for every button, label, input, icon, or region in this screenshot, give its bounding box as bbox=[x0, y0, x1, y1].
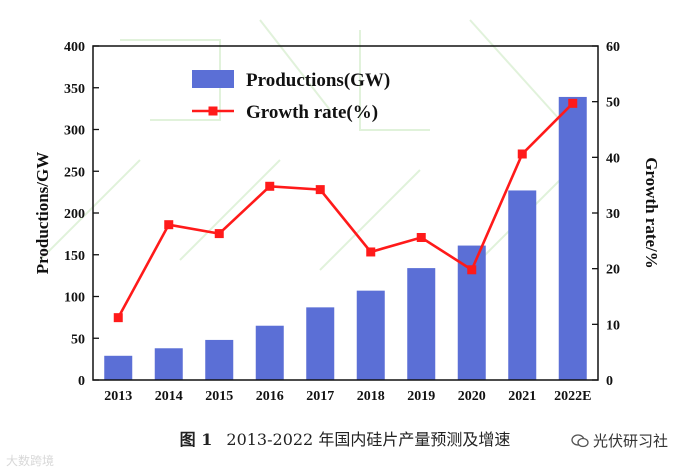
source-name: 光伏研习社 bbox=[592, 432, 668, 450]
bar-2019 bbox=[407, 268, 436, 380]
x-tick-label-2022E: 2022E bbox=[554, 389, 591, 404]
x-tick-label-2017: 2017 bbox=[306, 389, 334, 404]
x-tick-label-2015: 2015 bbox=[205, 389, 233, 404]
bar-2022E bbox=[558, 96, 587, 380]
legend-label-growth: Growth rate(%) bbox=[246, 102, 378, 123]
growth-rate-line bbox=[117, 102, 574, 319]
growth-point-2015 bbox=[214, 229, 224, 239]
source-credit: 光伏研习社 bbox=[571, 430, 668, 451]
y-tick-label-400: 400 bbox=[64, 40, 85, 55]
y-tick-label-100: 100 bbox=[64, 291, 85, 306]
figure-caption-text: 2013-2022 年国内硅片产量预测及增速 bbox=[226, 430, 511, 449]
growth-point-2016 bbox=[265, 181, 275, 191]
growth-point-2019 bbox=[416, 232, 426, 242]
bar-2015 bbox=[205, 339, 234, 380]
y2-tick-label-10: 10 bbox=[606, 318, 620, 333]
background-watermark bbox=[39, 19, 561, 281]
growth-point-2017 bbox=[315, 185, 325, 195]
x-tick-label-2016: 2016 bbox=[256, 389, 284, 404]
bar-2013 bbox=[104, 355, 133, 380]
watermark: 大数跨境 bbox=[6, 454, 55, 468]
y-tick-label-200: 200 bbox=[64, 207, 85, 222]
y-tick-label-250: 250 bbox=[64, 165, 85, 180]
figure-number: 图 1 bbox=[179, 430, 213, 449]
x-tick-label-2020: 2020 bbox=[458, 389, 486, 404]
growth-point-2021 bbox=[517, 149, 527, 159]
growth-point-2014 bbox=[164, 220, 174, 230]
y-tick-label-350: 350 bbox=[64, 82, 85, 97]
y2-tick-label-0: 0 bbox=[606, 374, 613, 389]
plot-area: 0 50 100 150 200 250 300 350 400 0 10 20 30 40 50 60 201… bbox=[33, 40, 661, 404]
y2-tick-label-30: 30 bbox=[606, 207, 620, 222]
legend-label-productions: Productions(GW) bbox=[246, 70, 390, 91]
x-tick-label-2018: 2018 bbox=[357, 389, 385, 404]
legend-swatch-growth-marker bbox=[208, 106, 218, 116]
figure-caption: 图 1 2013-2022 年国内硅片产量预测及增速 bbox=[0, 426, 690, 450]
bar-2017 bbox=[306, 307, 335, 380]
y-tick-label-300: 300 bbox=[64, 124, 85, 139]
bar-2016 bbox=[255, 325, 284, 380]
legend-swatch-productions bbox=[192, 70, 234, 88]
chart: 0 50 100 150 200 250 300 350 400 0 10 20 30 40 50 60 201… bbox=[33, 19, 661, 404]
y2-axis-title: Growth rate/% bbox=[642, 157, 661, 269]
bar-2018 bbox=[356, 290, 385, 380]
y2-tick-label-40: 40 bbox=[606, 151, 620, 166]
y-tick-label-0: 0 bbox=[78, 374, 85, 389]
growth-point-2013 bbox=[113, 313, 123, 323]
y2-tick-label-20: 20 bbox=[606, 263, 620, 278]
x-tick-label-2021: 2021 bbox=[508, 389, 536, 404]
growth-point-2020 bbox=[467, 265, 477, 275]
x-tick-label-2014: 2014 bbox=[155, 389, 183, 404]
y-axis-title: Productions/GW bbox=[33, 152, 52, 274]
growth-point-2018 bbox=[366, 247, 376, 257]
x-tick-label-2013: 2013 bbox=[104, 389, 132, 404]
growth-point-2022E bbox=[568, 98, 578, 108]
bar-2014 bbox=[154, 348, 183, 380]
y-tick-label-50: 50 bbox=[71, 332, 85, 347]
y2-tick-label-50: 50 bbox=[606, 96, 620, 111]
y2-tick-label-60: 60 bbox=[606, 40, 620, 55]
x-tick-label-2019: 2019 bbox=[407, 389, 435, 404]
y-tick-label-150: 150 bbox=[64, 249, 85, 264]
wechat-icon bbox=[571, 434, 589, 448]
bar-2021 bbox=[508, 190, 537, 380]
